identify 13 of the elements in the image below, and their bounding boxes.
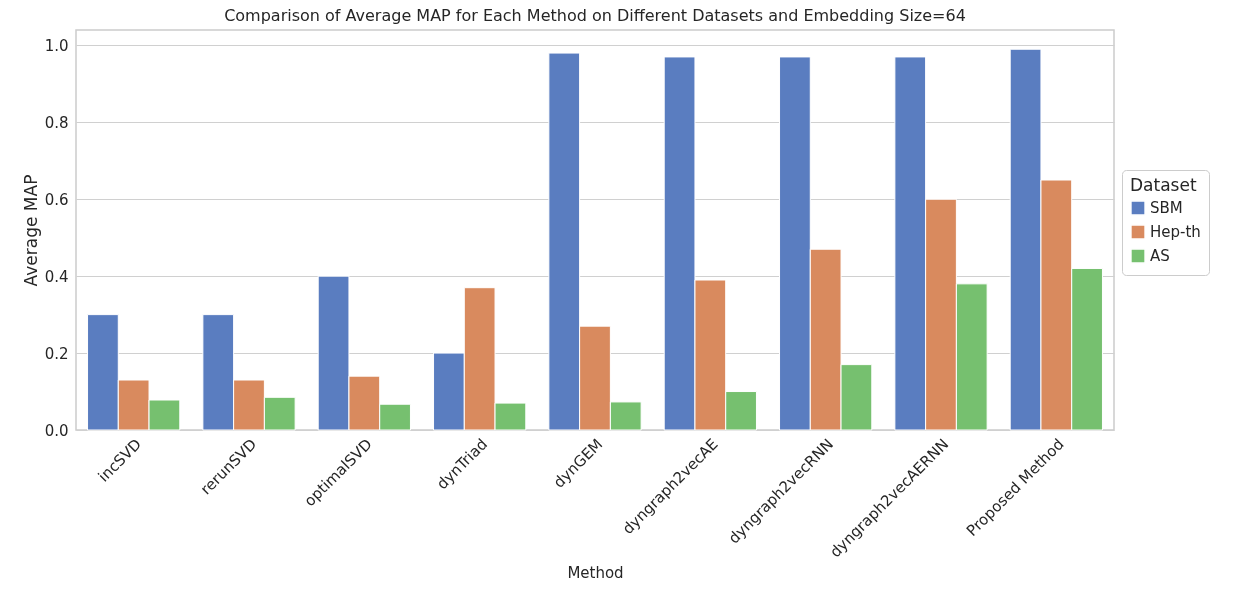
- legend-label: SBM: [1150, 199, 1183, 217]
- y-tick-label: 0.8: [44, 113, 69, 132]
- y-tick-label: 0.4: [44, 267, 69, 286]
- y-tick-label: 0.0: [44, 421, 69, 440]
- chart-title: Comparison of Average MAP for Each Method on Different Datasets and Embedding Size=64: [224, 6, 966, 25]
- y-axis-title: Average MAP: [20, 174, 41, 287]
- y-tick-label: 1.0: [44, 36, 69, 55]
- legend-label: Hep-th: [1150, 223, 1201, 241]
- legend-label: AS: [1150, 247, 1170, 265]
- legend-title: Dataset: [1130, 175, 1197, 195]
- y-tick-label: 0.2: [44, 344, 69, 363]
- y-tick-label: 0.6: [44, 190, 69, 209]
- x-axis-title: Method: [567, 564, 624, 583]
